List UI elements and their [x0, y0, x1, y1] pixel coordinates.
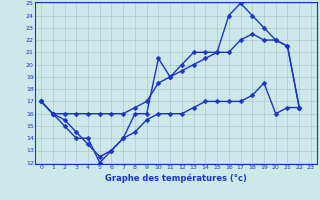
- X-axis label: Graphe des températures (°c): Graphe des températures (°c): [105, 173, 247, 183]
